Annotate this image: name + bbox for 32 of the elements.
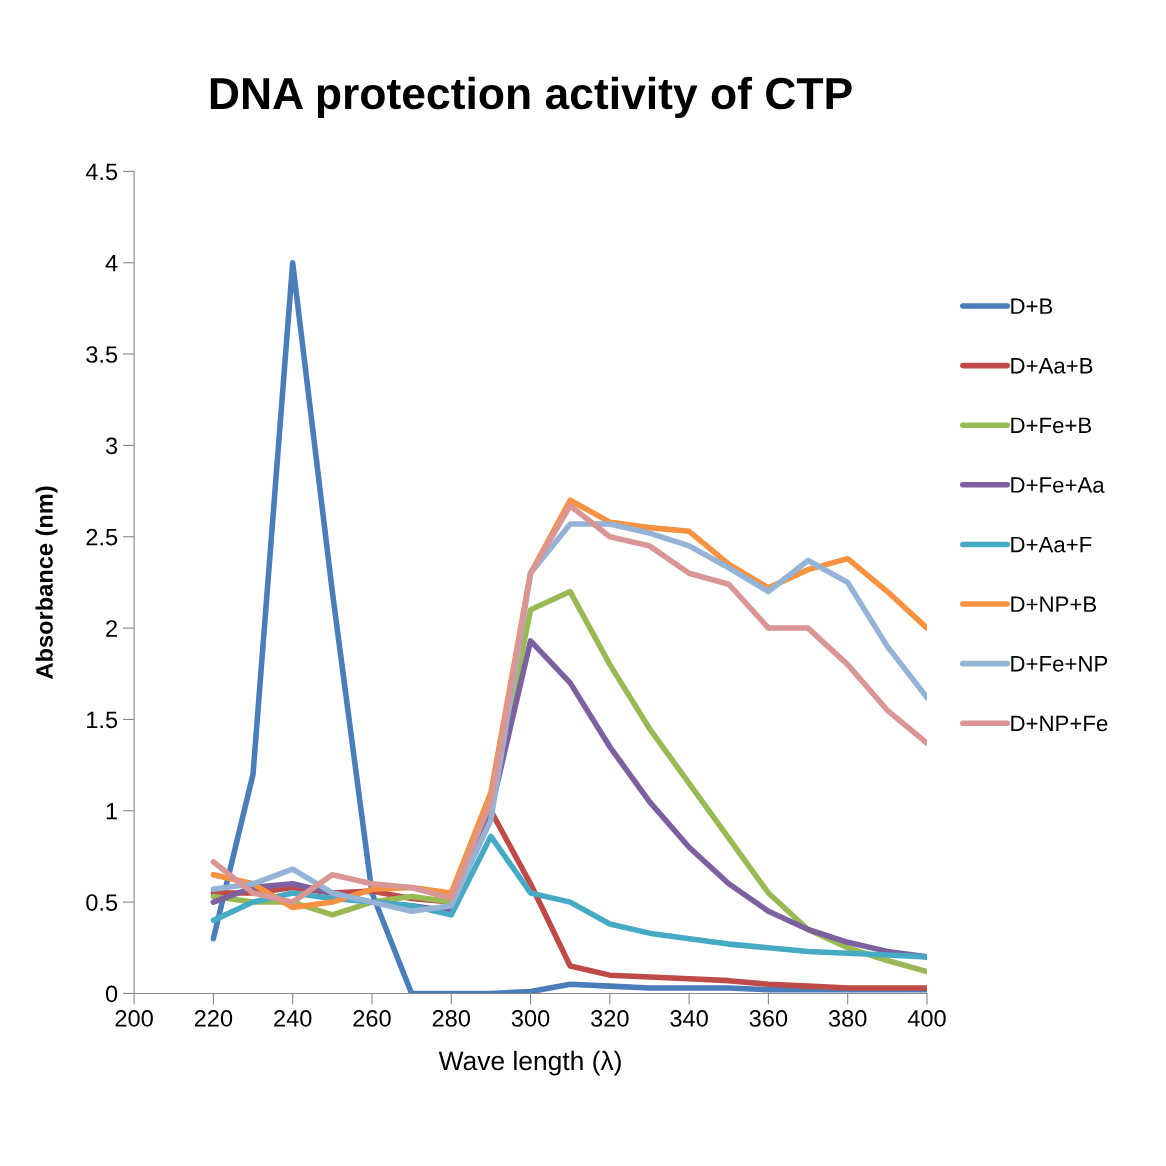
x-tick-label: 400 <box>907 1010 946 1027</box>
x-tick-label: 260 <box>353 1010 391 1027</box>
y-tick-label: 0 <box>105 985 118 1003</box>
legend-label: D+Fe+Aa <box>1011 477 1105 493</box>
legend-label: D+Fe+NP <box>1011 656 1108 672</box>
y-tick-label: 3 <box>105 437 118 455</box>
y-tick-label: 1.5 <box>87 711 118 729</box>
x-axis-title: Wave length (λ) <box>438 1050 621 1076</box>
legend-label: D+NP+B <box>1011 596 1097 612</box>
x-tick-label: 300 <box>511 1010 550 1027</box>
x-tick-label: 200 <box>115 1010 153 1027</box>
legend-label: D+Aa+F <box>1011 536 1092 553</box>
y-tick-label: 1 <box>106 803 117 820</box>
y-axis-title: Absorbance (nm) <box>35 486 58 679</box>
x-tick-label: 360 <box>749 1010 788 1027</box>
legend-label: D+B <box>1011 298 1053 314</box>
x-tick-label: 340 <box>670 1010 708 1027</box>
x-tick-label: 220 <box>194 1010 233 1027</box>
y-tick-label: 3.5 <box>86 346 118 363</box>
y-tick-label: 0.5 <box>86 894 118 911</box>
y-tick-label: 2 <box>106 620 117 637</box>
legend-label: D+Aa+B <box>1011 358 1093 374</box>
chart-title: DNA protection activity of CTP <box>210 76 852 119</box>
x-tick-label: 380 <box>828 1010 867 1027</box>
y-tick-label: 4 <box>105 255 118 272</box>
x-tick-label: 280 <box>432 1010 471 1027</box>
x-tick-label: 240 <box>274 1010 312 1027</box>
legend-label: D+NP+Fe <box>1011 715 1108 732</box>
legend-label: D+Fe+B <box>1011 417 1092 434</box>
x-tick-label: 320 <box>591 1010 629 1027</box>
y-tick-label: 2.5 <box>86 528 118 546</box>
y-tick-label: 4.5 <box>85 163 118 181</box>
